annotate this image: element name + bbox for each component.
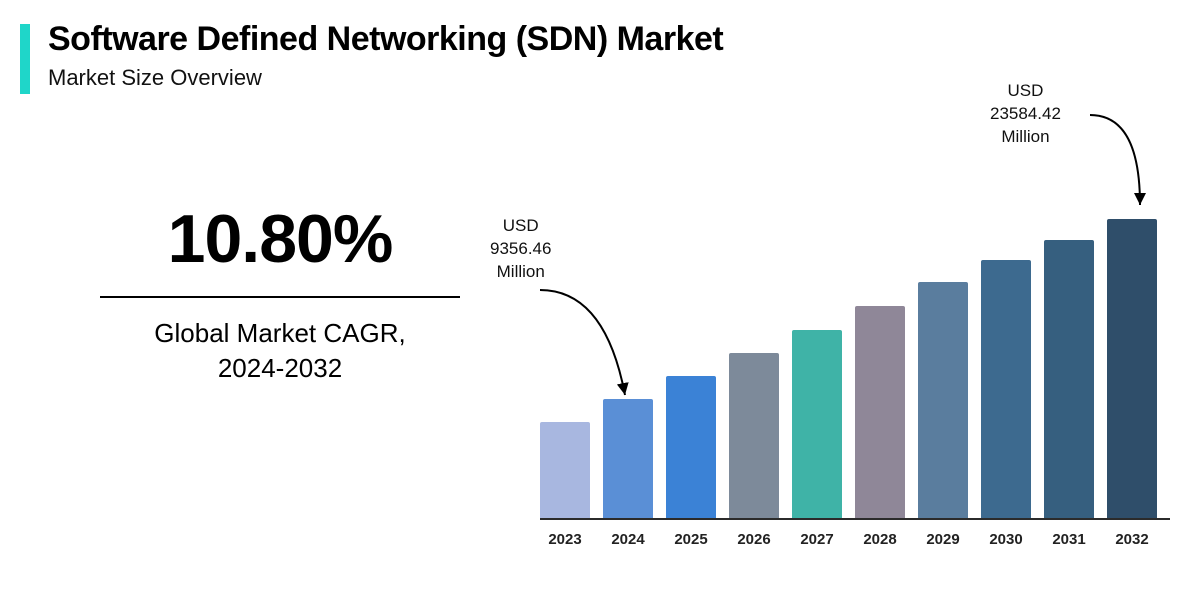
callout-end-l3: Million	[1001, 127, 1049, 146]
xlabel-2024: 2024	[603, 531, 653, 548]
bar-2023	[540, 422, 590, 518]
cagr-divider	[100, 296, 460, 298]
accent-bar	[20, 24, 30, 94]
bar-2032	[1107, 219, 1157, 518]
xlabel-2028: 2028	[855, 531, 905, 548]
xlabel-2030: 2030	[981, 531, 1031, 548]
page-title: Software Defined Networking (SDN) Market	[30, 20, 723, 59]
callout-start-l2: 9356.46	[490, 239, 551, 258]
xlabel-2026: 2026	[729, 531, 779, 548]
xlabel-2025: 2025	[666, 531, 716, 548]
cagr-label: Global Market CAGR, 2024-2032	[40, 316, 520, 386]
bar-2026	[729, 353, 779, 518]
bar-2028	[855, 306, 905, 518]
cagr-label-line2: 2024-2032	[218, 353, 342, 383]
callout-start-l3: Million	[497, 262, 545, 281]
page-subtitle: Market Size Overview	[30, 65, 723, 91]
xlabel-2023: 2023	[540, 531, 590, 548]
arrow-start-icon	[525, 285, 645, 425]
cagr-label-line1: Global Market CAGR,	[154, 318, 405, 348]
chart-plot: USD 9356.46 Million USD 23584.42 Million	[540, 190, 1170, 520]
cagr-value: 10.80%	[40, 200, 520, 278]
chart-baseline	[540, 518, 1170, 520]
xlabel-2027: 2027	[792, 531, 842, 548]
callout-end-l1: USD	[1008, 81, 1044, 100]
callout-start-l1: USD	[503, 216, 539, 235]
callout-end-l2: 23584.42	[990, 104, 1061, 123]
cagr-panel: 10.80% Global Market CAGR, 2024-2032	[40, 200, 520, 386]
header: Software Defined Networking (SDN) Market…	[30, 20, 723, 91]
xlabel-2031: 2031	[1044, 531, 1094, 548]
callout-start: USD 9356.46 Million	[490, 215, 551, 284]
bar-2031	[1044, 240, 1094, 518]
bar-chart: USD 9356.46 Million USD 23584.42 Million	[540, 120, 1170, 560]
bar-2027	[792, 330, 842, 518]
xlabel-2032: 2032	[1107, 531, 1157, 548]
arrow-end-icon	[1080, 110, 1180, 220]
bar-2025	[666, 376, 716, 518]
callout-end: USD 23584.42 Million	[990, 80, 1061, 149]
bar-2030	[981, 260, 1031, 518]
bar-2029	[918, 282, 968, 518]
xlabel-2029: 2029	[918, 531, 968, 548]
